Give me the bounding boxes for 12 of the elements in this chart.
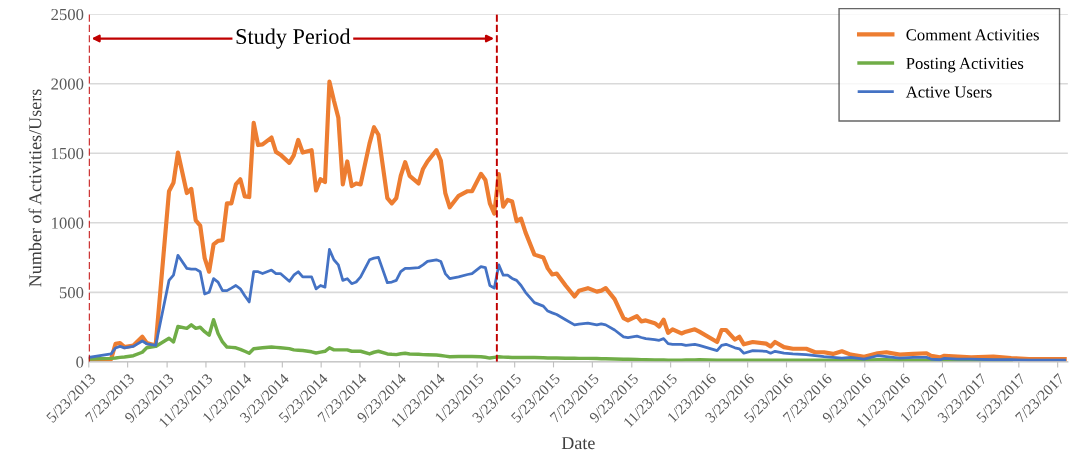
y-tick-label: 1000 [52, 217, 84, 229]
y-tick-label: 2500 [51, 8, 84, 21]
x-axis-title: Date [561, 437, 595, 450]
legend-label: Active Users [905, 86, 992, 98]
y-tick-label: 500 [59, 287, 84, 299]
legend-label: Posting Activities [906, 57, 1024, 73]
legend-label: Comment Activities [906, 29, 1039, 41]
y-axis-title: Number of Activities/Users [28, 89, 42, 287]
y-tick-label: 2000 [51, 78, 84, 90]
y-tick-label: 0 [76, 356, 84, 368]
y-tick-label: 1500 [52, 147, 84, 160]
annotation: Study Period [236, 28, 351, 49]
